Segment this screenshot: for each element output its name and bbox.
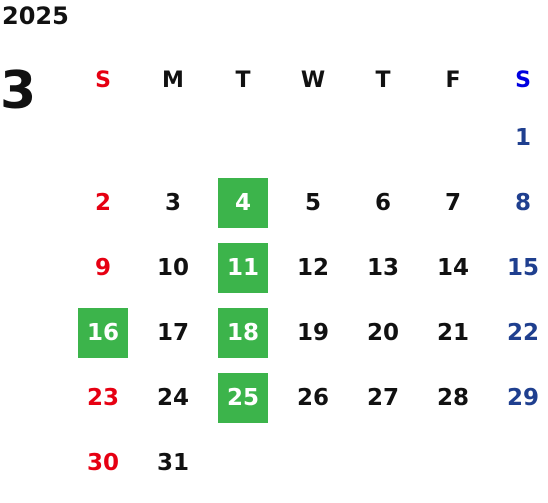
calendar-day-cell: 31 [138, 430, 208, 495]
day-number: 29 [506, 384, 539, 411]
calendar-day-cell: 27 [348, 365, 418, 430]
day-number: 3 [164, 189, 181, 216]
calendar-day-cell: 6 [348, 170, 418, 235]
empty-day [218, 438, 268, 488]
calendar-empty-cell [68, 105, 138, 170]
empty-day [148, 113, 198, 163]
calendar-day-cell: 14 [418, 235, 488, 300]
empty-day [358, 113, 408, 163]
calendar-day-cell: 23 [68, 365, 138, 430]
calendar-day-cell: 28 [418, 365, 488, 430]
calendar-empty-cell [418, 430, 488, 495]
calendar-empty-cell [278, 105, 348, 170]
empty-day [498, 438, 548, 488]
empty-day [428, 113, 478, 163]
day-number: 5 [304, 189, 321, 216]
day-number: 1 [514, 124, 531, 151]
day-number: 10 [156, 254, 189, 281]
day-number: 26 [296, 384, 329, 411]
calendar-grid: S M T W T F S 1 2 3 4 5 6 7 8 9 10 11 12 13 14 15 16 17 1… [68, 55, 548, 495]
calendar-day-cell: 4 [208, 170, 278, 235]
calendar-empty-cell [418, 105, 488, 170]
calendar-day-cell: 7 [418, 170, 488, 235]
empty-day [78, 113, 128, 163]
weekday-header-wednesday: W [300, 67, 326, 93]
day-number: 22 [506, 319, 539, 346]
calendar-day-cell: 17 [138, 300, 208, 365]
calendar-day-cell: 24 [138, 365, 208, 430]
day-number: 16 [78, 307, 128, 358]
calendar-empty-cell [208, 105, 278, 170]
calendar-day-cell: 16 [68, 300, 138, 365]
calendar-day-cell: 21 [418, 300, 488, 365]
calendar-day-cell: 12 [278, 235, 348, 300]
day-number: 23 [86, 384, 119, 411]
calendar-day-cell: 19 [278, 300, 348, 365]
calendar-day-cell: 15 [488, 235, 548, 300]
day-number: 15 [506, 254, 539, 281]
day-number: 28 [436, 384, 469, 411]
empty-day [358, 438, 408, 488]
calendar-day-cell: 26 [278, 365, 348, 430]
calendar-day-cell: 3 [138, 170, 208, 235]
weekday-header-thursday: T [375, 67, 391, 93]
calendar-day-cell: 13 [348, 235, 418, 300]
weekday-header-monday: M [162, 67, 184, 93]
day-number: 12 [296, 254, 329, 281]
calendar-empty-cell [488, 430, 548, 495]
empty-day [218, 113, 268, 163]
calendar-day-cell: 29 [488, 365, 548, 430]
day-number: 6 [374, 189, 391, 216]
empty-day [428, 438, 478, 488]
day-number: 2 [94, 189, 111, 216]
calendar-empty-cell [208, 430, 278, 495]
calendar-day-cell: 2 [68, 170, 138, 235]
day-number: 21 [436, 319, 469, 346]
calendar-day-cell: 8 [488, 170, 548, 235]
empty-day [288, 113, 338, 163]
calendar-day-cell: 5 [278, 170, 348, 235]
weekday-header-friday: F [445, 67, 461, 93]
day-number: 8 [514, 189, 531, 216]
empty-day [288, 438, 338, 488]
day-number: 24 [156, 384, 189, 411]
calendar-day-cell: 25 [208, 365, 278, 430]
calendar-day-cell: 11 [208, 235, 278, 300]
day-number: 11 [218, 242, 268, 293]
day-number: 20 [366, 319, 399, 346]
day-number: 19 [296, 319, 329, 346]
calendar-empty-cell [278, 430, 348, 495]
calendar-day-cell: 22 [488, 300, 548, 365]
calendar-day-cell: 1 [488, 105, 548, 170]
calendar-day-cell: 20 [348, 300, 418, 365]
day-number: 4 [218, 177, 268, 228]
calendar-empty-cell [138, 105, 208, 170]
weekday-header-sunday: S [95, 67, 111, 93]
calendar-day-cell: 18 [208, 300, 278, 365]
day-number: 17 [156, 319, 189, 346]
day-number: 30 [86, 449, 119, 476]
calendar-day-cell: 30 [68, 430, 138, 495]
weekday-header-saturday: S [515, 67, 531, 93]
day-number: 31 [156, 449, 189, 476]
day-number: 9 [94, 254, 111, 281]
calendar-empty-cell [348, 430, 418, 495]
day-number: 13 [366, 254, 399, 281]
day-number: 7 [444, 189, 461, 216]
weekday-header-tuesday: T [235, 67, 251, 93]
calendar-day-cell: 9 [68, 235, 138, 300]
calendar-year: 2025 [2, 2, 69, 30]
day-number: 27 [366, 384, 399, 411]
calendar-day-cell: 10 [138, 235, 208, 300]
calendar-month: 3 [0, 61, 37, 121]
day-number: 14 [436, 254, 469, 281]
calendar-empty-cell [348, 105, 418, 170]
day-number: 25 [218, 372, 268, 423]
day-number: 18 [218, 307, 268, 358]
